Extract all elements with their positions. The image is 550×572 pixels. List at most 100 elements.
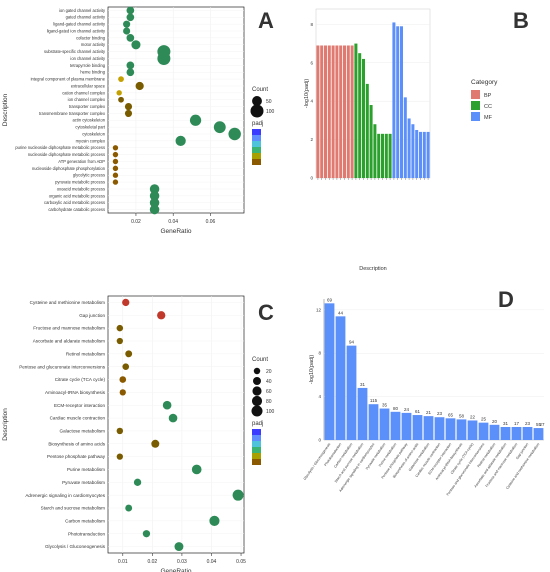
c-category-label: Pentose phosphate pathway: [47, 454, 106, 459]
d-y-tick-label: 4: [318, 394, 321, 399]
c-dot: [125, 350, 133, 358]
a-dot: [123, 20, 131, 28]
d-data-label: 58: [459, 413, 465, 418]
b-bar: [426, 131, 430, 178]
d-bar: [456, 419, 467, 440]
a-dot: [149, 191, 160, 201]
a-color-legend-title: padj: [252, 121, 263, 127]
b-bar: [346, 45, 350, 179]
a-dot: [126, 34, 135, 42]
a-category-label: cytoskeletal part: [75, 125, 105, 130]
a-category-label: ligand-gated channel activity: [53, 22, 106, 27]
d-data-label: 31: [360, 382, 366, 387]
d-data-label: 24: [404, 407, 410, 412]
a-category-label: oxoacid metabolic process: [57, 186, 105, 191]
c-category-label: Gap junction: [79, 313, 105, 318]
b-y-tick-label: 8: [310, 22, 313, 27]
c-category-label: Ascorbate and aldarate metabolism: [33, 339, 105, 344]
b-legend-label: BP: [484, 93, 492, 99]
a-dot: [116, 90, 122, 96]
c-dot: [209, 515, 220, 526]
c-size-legend-dot: [251, 395, 263, 407]
a-category-label: ion gated channel activity: [59, 8, 106, 13]
c-dot: [157, 311, 166, 320]
b-bar: [362, 58, 365, 178]
b-legend-label: CC: [484, 104, 492, 110]
b-bar: [331, 45, 335, 179]
a-category-label: purine nucleoside diphosphate metabolic …: [15, 145, 105, 150]
c-dot: [119, 389, 126, 396]
d-y-tick-label: 12: [316, 307, 322, 312]
b-y-tick-label: 4: [310, 99, 313, 104]
d-data-label: 23: [525, 421, 531, 426]
a-category-label: pyruvate metabolic process: [55, 180, 105, 185]
a-dot: [135, 81, 144, 91]
d-bar: [445, 418, 456, 440]
d-y-tick-label: 0: [318, 438, 321, 443]
c-dot: [116, 453, 123, 460]
d-data-label: 55: [536, 422, 542, 427]
b-bar: [377, 133, 381, 178]
c-size-legend-dot: [253, 367, 261, 375]
b-bar: [411, 124, 415, 178]
a-category-label: carbohydrate catabolic process: [48, 207, 105, 212]
c-size-legend-dot: [253, 377, 261, 385]
c-color-legend-swatch: [252, 447, 261, 453]
panel-a-dotplot: 0.02 0.04 0.06 ion gated channel activity ga…: [2, 6, 275, 235]
c-color-legend-swatch: [252, 441, 261, 447]
a-size-legend-dot: [250, 104, 264, 118]
a-size-legend-title: Count: [252, 87, 268, 93]
b-legend-label: MF: [484, 115, 493, 121]
b-y-axis-title: -log10(padj): [304, 79, 310, 109]
c-category-label: Citrate cycle (TCA cycle): [55, 377, 106, 382]
a-color-legend-swatch: [252, 135, 261, 141]
a-dot: [112, 158, 119, 165]
a-category-label: ion channel complex: [68, 97, 105, 102]
c-category-label: Biosynthesis of amino acids: [48, 441, 105, 446]
c-category-label: Starch and sucrose metabolism: [41, 506, 106, 511]
a-dot: [124, 102, 133, 111]
c-color-legend-title: padj: [252, 421, 263, 427]
d-bar: [357, 387, 368, 440]
c-dot: [168, 413, 178, 423]
c-dot: [122, 298, 130, 307]
b-bar: [415, 129, 419, 178]
d-bar: [390, 411, 401, 440]
a-category-label: organic acid metabolic process: [49, 193, 105, 198]
c-y-axis-title: Description: [2, 408, 9, 441]
b-legend-swatch: [471, 101, 480, 110]
d-data-label: 20: [492, 419, 498, 424]
a-dot: [126, 13, 135, 22]
d-data-label: 65: [448, 412, 454, 417]
d-bar: [401, 412, 412, 440]
d-bar: [489, 424, 500, 440]
panel-b-barchart: 0 2 4 6 8 -log10(padj) Description Category BP CC…: [304, 8, 498, 272]
d-data-label: 94: [349, 340, 355, 345]
b-x-axis-title: Description: [359, 266, 387, 272]
c-category-label: Pyruvate metabolism: [62, 480, 105, 485]
a-category-label: integral component of plasma membrane: [31, 77, 106, 82]
d-data-label: 115: [370, 398, 378, 403]
a-category-label: cytoskeleton: [82, 131, 105, 136]
c-dot: [162, 400, 172, 410]
c-category-label: Pentose and glucuronate interconversions: [19, 364, 106, 369]
d-bar: [335, 316, 346, 440]
a-dot: [126, 61, 135, 70]
d-bar: [511, 426, 522, 440]
d-data-label: 69: [327, 297, 333, 302]
d-bar: [324, 303, 335, 440]
b-bar: [316, 45, 320, 179]
c-dot: [133, 478, 142, 486]
b-bar: [407, 118, 411, 178]
a-dot: [112, 151, 119, 158]
a-dot: [126, 68, 135, 77]
a-color-legend-swatch: [252, 147, 261, 153]
d-data-label: 44: [338, 310, 344, 315]
c-dot: [116, 427, 124, 435]
c-dot: [142, 530, 151, 538]
c-size-legend-label: 100: [266, 409, 275, 415]
panel-d-letter: D: [498, 287, 514, 312]
c-category-label: Glycolysis / Gluconeogenesis: [45, 544, 106, 549]
a-x-tick-label: 0.04: [168, 219, 178, 225]
